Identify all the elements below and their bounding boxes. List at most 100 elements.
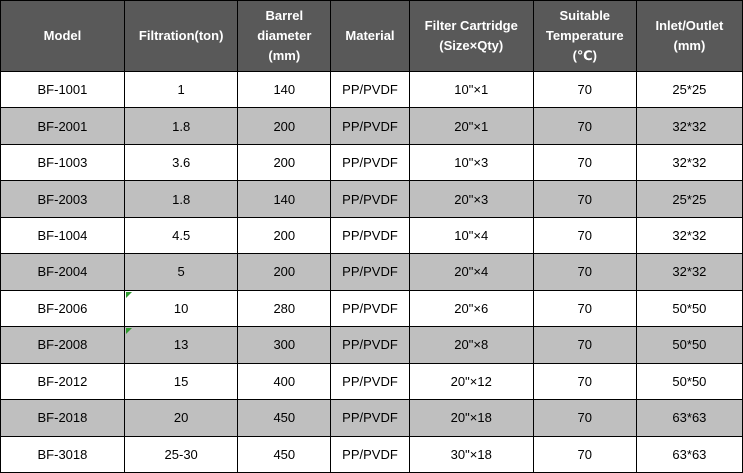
table-cell: PP/PVDF (330, 70, 410, 109)
cell-text: PP/PVDF (342, 191, 398, 207)
cell-text: 200 (273, 264, 296, 280)
table-row: BF-1003 3.6 200 PP/PVDF 10"×3 70 32*32 (0, 143, 743, 182)
table-cell: BF-2012 (0, 362, 125, 401)
cell-text: 1.8 (172, 118, 191, 134)
table-cell: BF-2001 (0, 107, 125, 145)
cell-text: 5 (177, 264, 185, 280)
table-cell: 20"×12 (408, 362, 534, 401)
table-cell: 50*50 (635, 289, 743, 328)
table-cell: PP/PVDF (330, 289, 410, 328)
cell-text: 63*63 (672, 410, 707, 426)
table-cell: 70 (532, 362, 637, 401)
table-cell: 200 (237, 253, 332, 291)
table-cell: 25*25 (635, 180, 743, 218)
cell-text: BF-2006 (37, 300, 88, 316)
table-cell: 25*25 (635, 70, 743, 109)
cell-text: PP/PVDF (342, 373, 398, 389)
cell-text: 70 (577, 191, 592, 207)
cell-text: 200 (273, 118, 296, 134)
table-cell: PP/PVDF (330, 143, 410, 182)
table-cell: BF-1001 (0, 70, 125, 109)
cell-text: 3.6 (172, 155, 191, 171)
table-cell: 70 (532, 253, 637, 291)
column-header-2: Filtration(ton) (123, 0, 239, 72)
table-cell: BF-2003 (0, 180, 125, 218)
table-cell: 3.6 (123, 143, 239, 182)
table-cell: 280 (237, 289, 332, 328)
table-cell: 30"×18 (408, 435, 534, 473)
cell-text: 70 (577, 82, 592, 98)
table-cell: PP/PVDF (330, 326, 410, 364)
cell-text: 50*50 (672, 337, 707, 353)
table-cell: BF-2008 (0, 326, 125, 364)
table-cell: 20"×18 (408, 399, 534, 437)
table-cell: 20"×6 (408, 289, 534, 328)
cell-text: BF-2003 (37, 191, 88, 207)
table-cell: 70 (532, 399, 637, 437)
cell-text: 280 (273, 300, 296, 316)
cell-text: 70 (577, 155, 592, 171)
cell-text: 10 (173, 300, 189, 316)
table-row: BF-1004 4.5 200 PP/PVDF 10"×4 70 32*32 (0, 216, 743, 255)
cell-text: 4.5 (172, 228, 191, 244)
cell-text: PP/PVDF (342, 155, 398, 171)
cell-text: 50*50 (672, 300, 707, 316)
cell-text: 70 (577, 410, 592, 426)
column-header-3: Barrel diameter (mm) (237, 0, 332, 72)
table-cell: PP/PVDF (330, 435, 410, 473)
table-row: BF-2012 15 400 PP/PVDF 20"×12 70 50*50 (0, 362, 743, 401)
table-cell: 32*32 (635, 216, 743, 255)
cell-text: 20"×8 (454, 337, 489, 353)
cell-text: 450 (273, 446, 296, 462)
cell-text: BF-3018 (37, 446, 88, 462)
table-cell: PP/PVDF (330, 362, 410, 401)
cell-text: 32*32 (672, 228, 707, 244)
cell-text: PP/PVDF (342, 446, 398, 462)
table-cell: 5 (123, 253, 239, 291)
table-cell: PP/PVDF (330, 216, 410, 255)
cell-text: 32*32 (672, 264, 707, 280)
cell-text: 140 (273, 82, 296, 98)
table-cell: 1.8 (123, 107, 239, 145)
cell-text: 32*32 (672, 118, 707, 134)
cell-text: BF-1004 (37, 228, 88, 244)
table-row: BF-2001 1.8 200 PP/PVDF 20"×1 70 32*32 (0, 107, 743, 145)
table-cell: 70 (532, 70, 637, 109)
table-cell: BF-1003 (0, 143, 125, 182)
cell-text: 20 (173, 410, 189, 426)
column-header-7: Inlet/Outlet (mm) (635, 0, 743, 72)
table-row: BF-3018 25-30 450 PP/PVDF 30"×18 70 63*63 (0, 435, 743, 473)
cell-text: 20"×3 (454, 191, 489, 207)
column-header-6: Suitable Temperature (℃) (532, 0, 637, 72)
table-cell: PP/PVDF (330, 399, 410, 437)
cell-text: 1.8 (172, 191, 191, 207)
table-cell: 63*63 (635, 399, 743, 437)
cell-text: 25-30 (164, 446, 198, 462)
cell-text: 25*25 (672, 191, 707, 207)
table-cell: 70 (532, 289, 637, 328)
table-cell: 20 (123, 399, 239, 437)
table-cell: 70 (532, 107, 637, 145)
table-cell: 200 (237, 107, 332, 145)
table-cell: 4.5 (123, 216, 239, 255)
table-cell: PP/PVDF (330, 107, 410, 145)
cell-text: 140 (273, 191, 296, 207)
table-cell: 1 (123, 70, 239, 109)
cell-text: 70 (577, 300, 592, 316)
table-cell: 70 (532, 180, 637, 218)
cell-text: 70 (577, 228, 592, 244)
table-cell: 450 (237, 399, 332, 437)
table-row: BF-2018 20 450 PP/PVDF 20"×18 70 63*63 (0, 399, 743, 437)
table-cell: 15 (123, 362, 239, 401)
cell-text: 25*25 (672, 82, 707, 98)
table-cell: 20"×8 (408, 326, 534, 364)
cell-text: 1 (177, 82, 185, 98)
table-cell: 10"×4 (408, 216, 534, 255)
table-row: BF-2006 10 280 PP/PVDF 20"×6 70 50*50 (0, 289, 743, 328)
table-cell: 13 (123, 326, 239, 364)
table-cell: 32*32 (635, 253, 743, 291)
table-cell: 200 (237, 143, 332, 182)
cell-text: 20"×18 (450, 410, 492, 426)
cell-text: 32*32 (672, 155, 707, 171)
